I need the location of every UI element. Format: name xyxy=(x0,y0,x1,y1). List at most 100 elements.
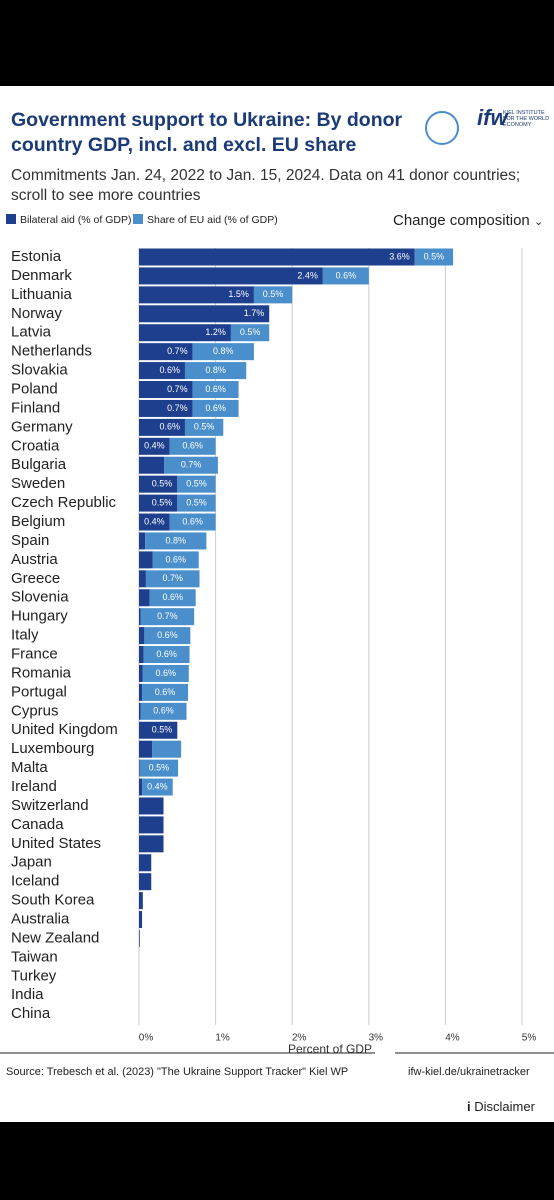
value-label: 0.8% xyxy=(205,365,226,375)
bar-segment xyxy=(139,532,146,550)
bar-segment xyxy=(139,513,170,531)
value-label: 0.7% xyxy=(162,573,183,583)
value-label: 0.6% xyxy=(336,270,357,280)
bar-segment xyxy=(164,456,218,474)
bottom-bar xyxy=(0,1122,554,1200)
value-label: 0.6% xyxy=(157,630,178,640)
change-composition[interactable]: Change composition ⌄ xyxy=(393,212,543,229)
category-label: Norway xyxy=(11,305,62,322)
link[interactable]: ifw-kiel.de/ukrainetracker xyxy=(408,1066,530,1078)
value-label: 0.6% xyxy=(159,422,180,432)
category-label: Netherlands xyxy=(11,343,92,360)
category-label: Poland xyxy=(11,380,58,397)
bar-segment xyxy=(139,551,153,569)
top-bar xyxy=(0,0,554,86)
logo-caption: KIEL INSTITUTE FOR THE WORLD ECONOMY xyxy=(503,110,550,128)
bar-segment xyxy=(139,816,164,834)
bar-segment xyxy=(152,551,199,569)
legend-label: Share of EU aid (% of GDP) xyxy=(147,214,278,226)
value-label: 0.5% xyxy=(263,289,284,299)
category-label: Taiwan xyxy=(11,948,58,965)
category-label: Japan xyxy=(11,854,52,871)
bar-segment xyxy=(143,646,190,664)
value-label: 0.6% xyxy=(155,687,176,697)
value-label: 0.5% xyxy=(424,251,445,261)
bar-segment xyxy=(139,627,145,645)
legend-swatch xyxy=(6,214,16,224)
bar-segment xyxy=(139,797,164,815)
category-label: Bulgaria xyxy=(11,456,67,473)
bar-segment xyxy=(139,664,143,682)
bar-segment xyxy=(139,381,193,399)
category-label: Italy xyxy=(11,627,39,644)
x-tick-label: 2% xyxy=(292,1033,307,1044)
value-label: 0.7% xyxy=(167,384,188,394)
bar-segment xyxy=(139,456,165,474)
chevron: ⌄ xyxy=(533,216,544,228)
value-label: 0.5% xyxy=(186,479,207,489)
bar-segment xyxy=(139,343,193,361)
bar-segment xyxy=(139,740,153,758)
bar-segment xyxy=(192,343,254,361)
category-label: India xyxy=(11,986,44,1003)
value-label: 0.4% xyxy=(144,441,165,451)
bar-segment xyxy=(139,589,150,607)
value-label: 0.5% xyxy=(152,497,173,507)
legend-label: Bilateral aid (% of GDP) xyxy=(20,214,131,226)
value-label: 0.6% xyxy=(205,403,226,413)
value-label: 0.7% xyxy=(167,403,188,413)
x-tick-label: 5% xyxy=(522,1033,537,1044)
bar-segment xyxy=(142,778,173,796)
category-label: Spain xyxy=(11,532,49,549)
value-label: 0.6% xyxy=(182,441,203,451)
bar-segment xyxy=(139,892,143,910)
category-label: Cyprus xyxy=(11,702,59,719)
category-label: Austria xyxy=(11,551,58,568)
value-label: 0.8% xyxy=(166,535,187,545)
title: Government support to Ukraine: By donor … xyxy=(11,109,403,156)
category-label: Slovenia xyxy=(11,589,69,606)
category-label: Denmark xyxy=(11,267,72,284)
bar-segment xyxy=(139,778,143,796)
bar-segment xyxy=(139,873,152,891)
bar-segment xyxy=(144,627,191,645)
value-label: 0.5% xyxy=(152,725,173,735)
bar-segment xyxy=(142,664,189,682)
category-label: Latvia xyxy=(11,324,52,341)
subtitle: Commitments Jan. 24, 2022 to Jan. 15, 20… xyxy=(11,167,521,204)
bar-segment xyxy=(139,608,141,626)
value-label: 0.6% xyxy=(156,668,177,678)
bar-segment xyxy=(184,362,247,380)
bar-segment xyxy=(139,267,323,285)
bar-segment xyxy=(139,494,178,512)
x-tick-label: 1% xyxy=(215,1033,230,1044)
bar-segment xyxy=(139,570,146,588)
bar-segment xyxy=(149,589,196,607)
value-label: 1.7% xyxy=(244,308,265,318)
value-label: 0.7% xyxy=(157,611,178,621)
legend-swatch xyxy=(133,214,143,224)
category-label: Malta xyxy=(11,759,48,776)
value-label: 0.5% xyxy=(149,762,170,772)
category-label: Finland xyxy=(11,399,60,416)
bar-segment xyxy=(139,399,193,417)
bar-segment xyxy=(414,248,454,266)
disclaimer-text: Disclaimer xyxy=(474,1099,535,1114)
x-tick-label: 4% xyxy=(445,1033,460,1044)
source: Source: Trebesch et al. (2023) "The Ukra… xyxy=(6,1066,349,1078)
value-label: 0.4% xyxy=(144,516,165,526)
category-label: Luxembourg xyxy=(11,740,94,757)
value-label: 3.6% xyxy=(389,251,410,261)
category-label: Switzerland xyxy=(11,797,89,814)
bar-segment xyxy=(192,399,239,417)
category-label: France xyxy=(11,645,58,662)
value-label: 1.5% xyxy=(228,289,249,299)
value-label: 0.5% xyxy=(240,327,261,337)
info-icon: i xyxy=(467,1099,471,1114)
logo: ifw xyxy=(477,105,508,130)
value-label: 0.5% xyxy=(152,479,173,489)
bar-segment xyxy=(139,286,254,304)
disclaimer[interactable]: i Disclaimer xyxy=(467,1099,535,1114)
x-axis-label: Percent of GDP xyxy=(288,1042,372,1056)
